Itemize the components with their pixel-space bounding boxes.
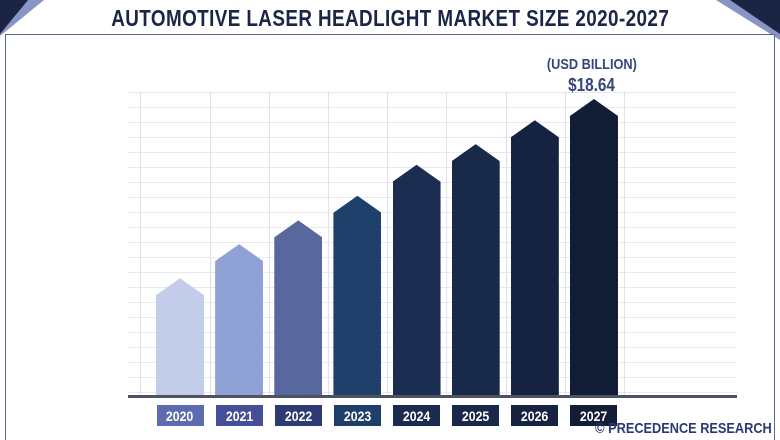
watermark: © PRECEDENCE RESEARCH [595,420,772,437]
unit-label: (USD BILLION) [547,56,637,73]
gridline-horizontal [128,122,737,123]
bar-2020 [156,278,204,395]
year-label-2024: 2024 [393,405,441,426]
year-label-text: 2026 [521,407,549,424]
year-label-2022: 2022 [274,405,322,426]
x-axis-line [128,394,737,398]
year-label-text: 2023 [343,407,372,424]
gridline-vertical [624,92,625,395]
chart-frame [5,34,775,440]
gridline-vertical [328,92,329,395]
header: AUTOMOTIVE LASER HEADLIGHT MARKET SIZE 2… [0,2,780,34]
bar-2022 [274,220,323,395]
gridline-vertical [446,92,447,395]
gridline-vertical [140,92,141,395]
bar-2024 [392,164,441,395]
page-title: AUTOMOTIVE LASER HEADLIGHT MARKET SIZE 2… [111,4,669,31]
year-label-text: 2024 [402,407,431,424]
year-label-2020: 2020 [156,405,204,426]
year-label-2025: 2025 [452,405,500,426]
gridline-vertical [269,92,270,395]
bar-2021 [215,244,264,395]
market-value-2027: $18.64 [568,75,616,95]
bar-2027 [569,99,618,395]
year-label-text: 2020 [166,407,194,424]
year-label-text: 2027 [580,407,608,424]
bar-2025 [451,144,500,395]
gridline-horizontal [128,152,737,153]
year-label-2023: 2023 [333,405,381,426]
bar-2026 [510,120,559,395]
gridline-vertical [387,92,388,395]
gridline-vertical [506,92,507,395]
year-label-text: 2025 [461,407,490,424]
gridline-horizontal [128,92,737,93]
year-label-2026: 2026 [511,405,559,426]
year-label-2021: 2021 [215,405,263,426]
gridline-horizontal [128,107,737,108]
gridline-vertical [210,92,211,395]
year-label-text: 2021 [225,407,253,424]
year-label-2027: 2027 [570,405,618,426]
gridline-vertical [565,92,566,395]
gridline-horizontal [128,137,737,138]
year-label-text: 2022 [284,407,312,424]
gridline-horizontal [128,167,737,168]
value-callout: (USD BILLION) $18.64 [512,56,672,96]
bar-2023 [333,195,382,395]
